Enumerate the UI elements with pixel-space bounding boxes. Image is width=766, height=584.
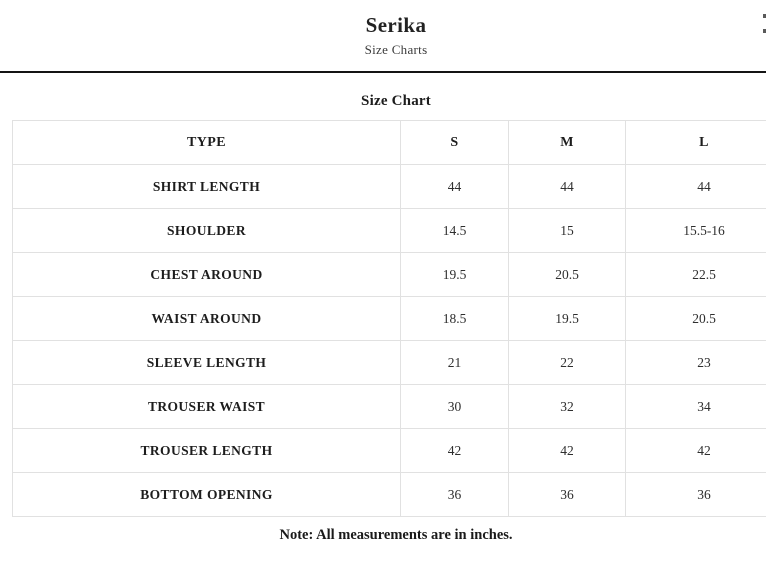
cell-value-l: 23 <box>625 340 766 385</box>
table-row: CHEST AROUND 19.5 20.5 22.5 <box>12 252 766 297</box>
row-label: SLEEVE LENGTH <box>12 340 401 385</box>
cell-value-s: 18.5 <box>400 296 509 341</box>
table-row: TROUSER WAIST 30 32 34 <box>12 384 766 429</box>
cell-value-m: 19.5 <box>508 296 626 341</box>
cell-value-m: 32 <box>508 384 626 429</box>
cell-value-m: 22 <box>508 340 626 385</box>
cell-value-l: 22.5 <box>625 252 766 297</box>
cell-value-s: 21 <box>400 340 509 385</box>
cell-value-m: 20.5 <box>508 252 626 297</box>
cell-value-s: 14.5 <box>400 208 509 253</box>
row-label: WAIST AROUND <box>12 296 401 341</box>
cell-value-l: 44 <box>625 164 766 209</box>
table-row: TROUSER LENGTH 42 42 42 <box>12 428 766 473</box>
column-header-l: L <box>625 120 766 165</box>
measurements-note: Note: All measurements are in inches. <box>279 527 513 543</box>
cell-value-m: 44 <box>508 164 626 209</box>
cell-value-m: 15 <box>508 208 626 253</box>
cell-value-m: 42 <box>508 428 626 473</box>
section-heading: Size Chart <box>361 93 431 109</box>
cell-value-l: 36 <box>625 472 766 517</box>
cell-value-s: 44 <box>400 164 509 209</box>
table-row: WAIST AROUND 18.5 19.5 20.5 <box>12 296 766 341</box>
row-label: BOTTOM OPENING <box>12 472 401 517</box>
size-chart-page: Serika Size Charts Size Chart TYPE S M L… <box>0 0 766 543</box>
cell-value-s: 42 <box>400 428 509 473</box>
cell-value-l: 15.5-16 <box>625 208 766 253</box>
size-chart-table: TYPE S M L SHIRT LENGTH 44 44 44 SHOULDE… <box>12 120 766 517</box>
table-header-row: TYPE S M L <box>12 120 766 165</box>
cell-value-s: 30 <box>400 384 509 429</box>
page-subtitle: Size Charts <box>364 42 428 57</box>
cell-value-m: 36 <box>508 472 626 517</box>
row-label: CHEST AROUND <box>12 252 401 297</box>
cell-value-l: 20.5 <box>625 296 766 341</box>
column-header-s: S <box>400 120 509 165</box>
product-title: Serika <box>365 13 427 37</box>
column-header-m: M <box>508 120 626 165</box>
cell-value-l: 34 <box>625 384 766 429</box>
table-row: SHOULDER 14.5 15 15.5-16 <box>12 208 766 253</box>
table-row: SHIRT LENGTH 44 44 44 <box>12 164 766 209</box>
row-label: TROUSER WAIST <box>12 384 401 429</box>
cell-value-s: 36 <box>400 472 509 517</box>
column-header-type: TYPE <box>12 120 401 165</box>
header-divider <box>0 71 766 73</box>
table-row: BOTTOM OPENING 36 36 36 <box>12 472 766 517</box>
cell-value-s: 19.5 <box>400 252 509 297</box>
row-label: TROUSER LENGTH <box>12 428 401 473</box>
cutoff-edge-fragments <box>762 0 766 40</box>
cutoff-fragment <box>763 29 766 33</box>
cutoff-fragment <box>763 14 766 18</box>
table-row: SLEEVE LENGTH 21 22 23 <box>12 340 766 385</box>
row-label: SHOULDER <box>12 208 401 253</box>
page-header: Serika Size Charts <box>0 0 766 58</box>
cell-value-l: 42 <box>625 428 766 473</box>
row-label: SHIRT LENGTH <box>12 164 401 209</box>
